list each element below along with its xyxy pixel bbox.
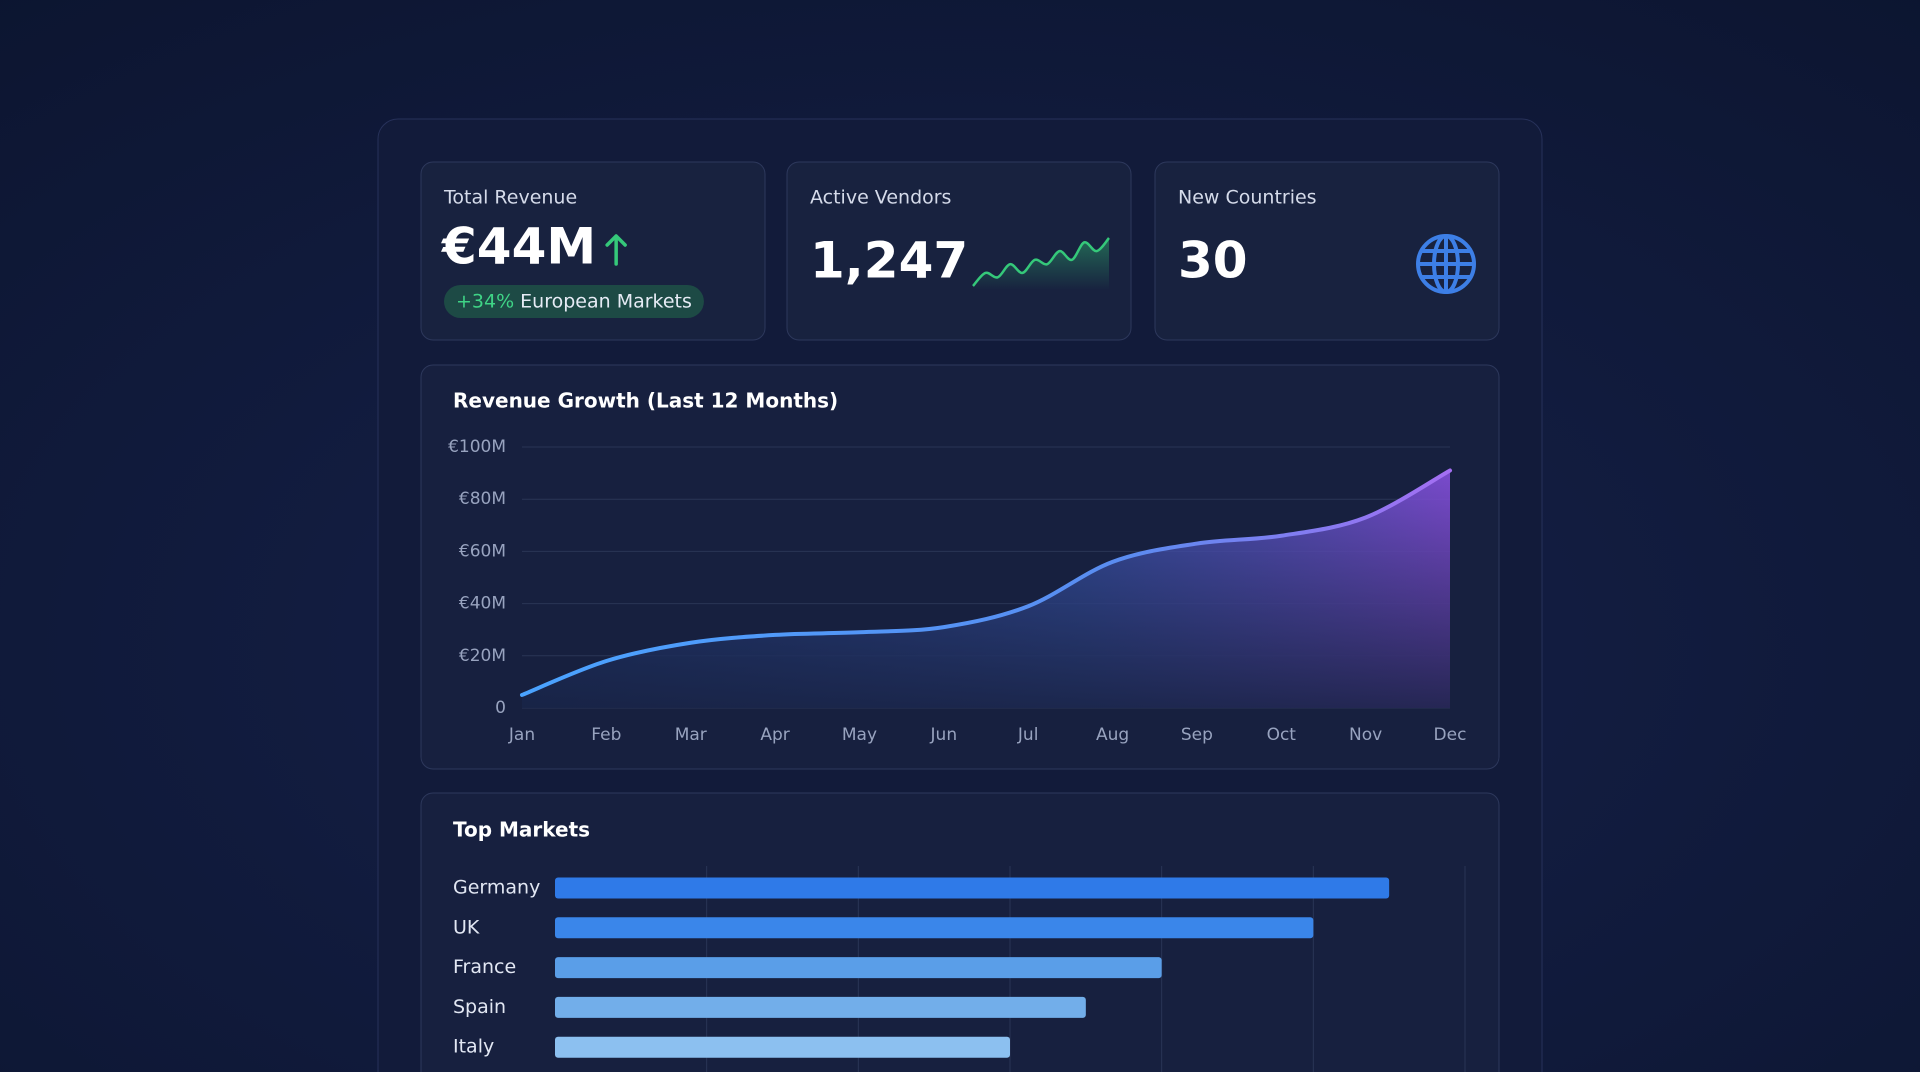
x-tick-label: Apr [760,725,789,745]
kpi-value: €44M [441,218,596,276]
bar-chart: Germany UK France Spain Italy [453,866,1466,1072]
badge-text: European Markets [520,291,692,313]
bar [555,996,1086,1018]
badge-change: +34% [456,291,514,313]
kpi-card [786,161,1132,341]
kpi-value: 30 [1178,232,1248,290]
bar [555,957,1162,979]
x-tick-label: Jul [1017,725,1039,745]
up-arrow-icon [605,234,627,266]
sparkline-area [973,238,1109,290]
bar-label: Spain [453,996,506,1018]
chart-title: Revenue Growth (Last 12 Months) [453,389,838,413]
bar [555,1036,1010,1058]
sparkline [972,237,1110,290]
line [520,468,1452,697]
y-tick-label: 0 [495,698,506,718]
badge [444,285,704,318]
kpi-card [1154,161,1500,341]
x-tick-label: Nov [1349,725,1382,745]
kpi-label: Total Revenue [443,187,577,209]
globe-icon [1416,234,1476,294]
bar-label: Germany [453,877,540,899]
area-fade [522,470,1450,708]
bar [555,917,1314,939]
bar-label: UK [453,916,480,938]
x-tick-label: Jan [508,725,535,745]
x-tick-label: Jun [930,725,958,745]
x-tick-label: May [842,725,877,745]
sparkline-line [972,237,1110,287]
x-tick-label: Dec [1434,725,1467,745]
x-tick-label: Sep [1181,725,1213,745]
y-tick-label: €100M [448,437,506,457]
kpi-label: Active Vendors [810,187,951,209]
chart-title: Top Markets [453,818,590,842]
x-tick-label: Mar [675,725,707,745]
kpi-label: New Countries [1178,187,1317,209]
y-tick-label: €60M [459,541,506,561]
bar [555,877,1390,899]
y-tick-label: €80M [459,489,506,509]
kpi-value: 1,247 [810,232,968,290]
y-tick-label: €40M [459,594,506,614]
y-tick-label: €20M [459,646,506,666]
x-tick-label: Feb [591,725,621,745]
line-chart: 0 €20M €40M €60M €80M €100M Jan Feb Mar Apr May Jun… [448,437,1466,745]
x-tick-label: Aug [1096,725,1129,745]
x-tick-label: Oct [1267,725,1297,745]
bar-label: Italy [453,1036,494,1058]
bar-label: France [453,956,516,978]
